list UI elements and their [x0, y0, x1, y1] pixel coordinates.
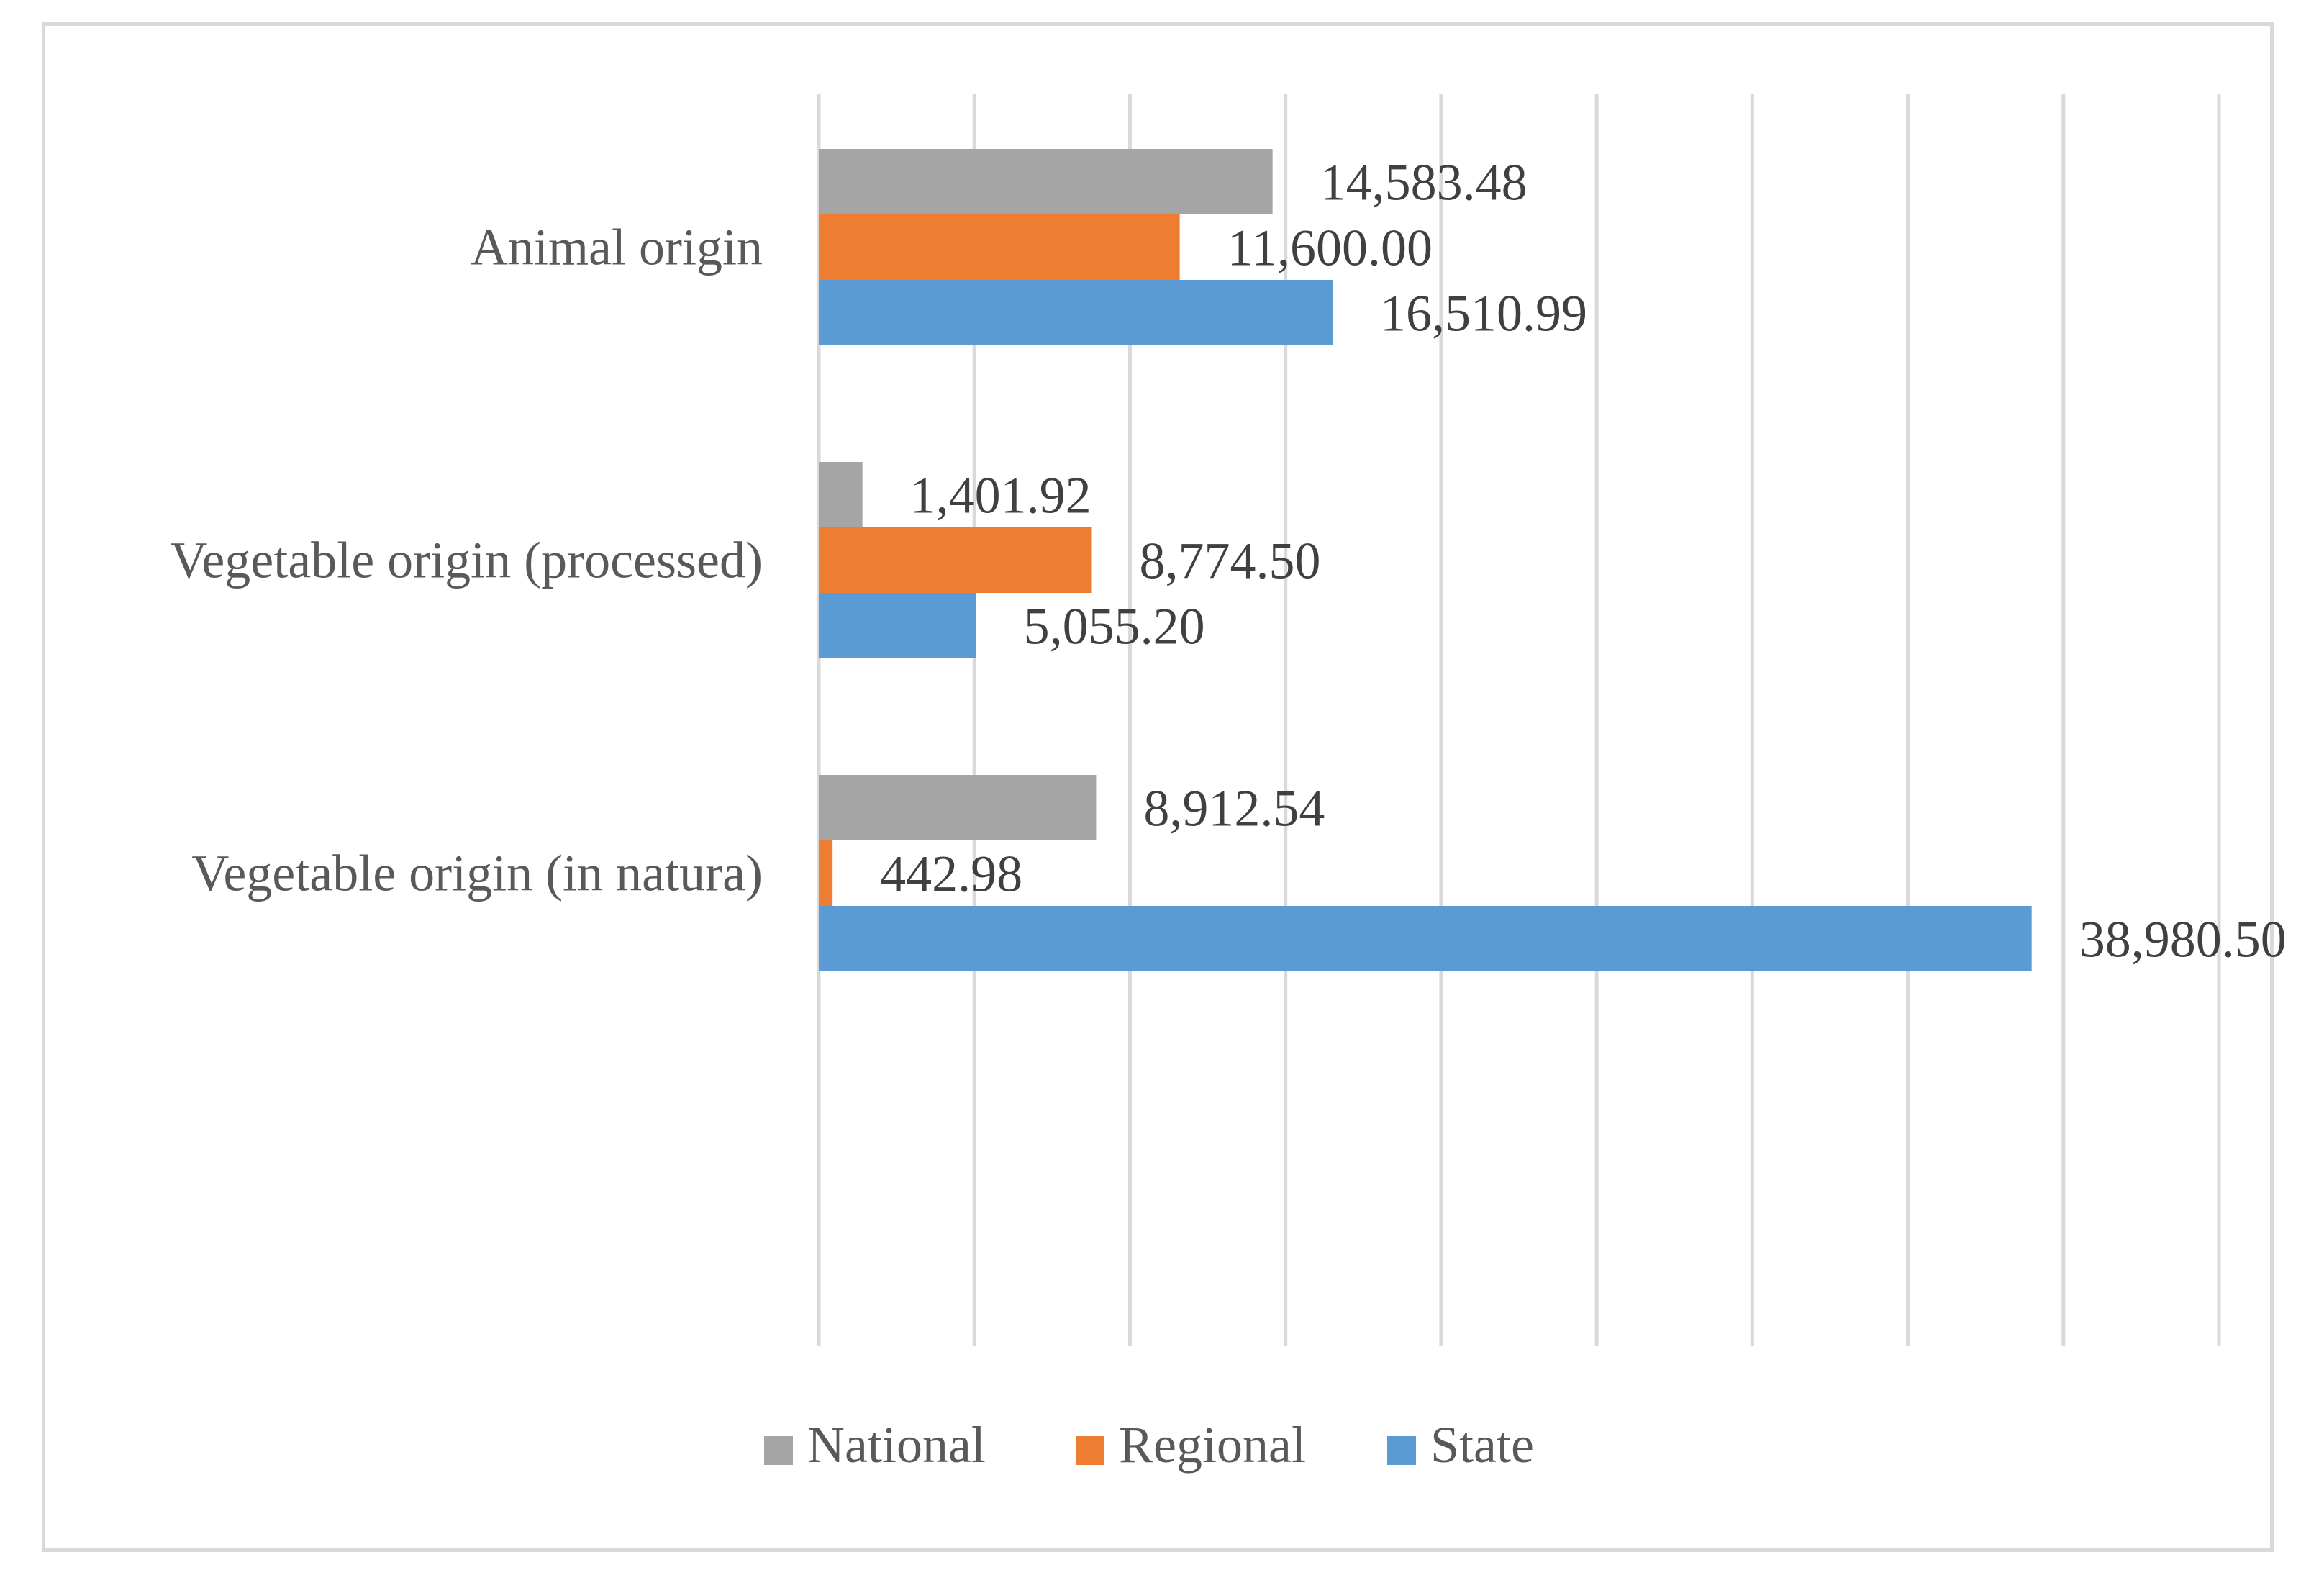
- bar-national: [819, 462, 863, 527]
- data-label: 16,510.99: [1380, 285, 1587, 342]
- data-label: 5,055.20: [1024, 598, 1205, 655]
- data-label: 8,912.54: [1143, 780, 1325, 838]
- bar-national: [819, 775, 1097, 840]
- legend-swatch-national: [764, 1436, 793, 1465]
- legend-swatch-regional: [1076, 1436, 1104, 1465]
- data-label: 8,774.50: [1139, 532, 1320, 590]
- data-labels: 14,583.48 11,600.00 16,510.99 1,401.92 8,774…: [880, 154, 2287, 968]
- legend-label-national: National: [807, 1416, 986, 1474]
- legend-swatch-state: [1387, 1436, 1416, 1465]
- category-label: Animal origin: [471, 219, 763, 276]
- bar-national: [819, 149, 1273, 214]
- data-label: 442.98: [880, 845, 1022, 903]
- legend-label-state: State: [1430, 1416, 1534, 1474]
- legend: National Regional State: [764, 1416, 1534, 1474]
- bar-state: [819, 906, 2032, 971]
- data-label: 1,401.92: [910, 467, 1091, 525]
- category-label: Vegetable origin (in natura): [191, 845, 763, 902]
- bars: [819, 149, 2032, 971]
- bar-regional: [819, 214, 1180, 280]
- bar-state: [819, 593, 976, 658]
- data-label: 11,600.00: [1227, 219, 1433, 277]
- bar-regional: [819, 840, 833, 906]
- category-label: Vegetable origin (processed): [170, 532, 763, 589]
- bar-regional: [819, 527, 1092, 593]
- legend-label-regional: Regional: [1119, 1416, 1306, 1474]
- data-label: 38,980.50: [2079, 911, 2287, 968]
- data-label: 14,583.48: [1320, 154, 1528, 212]
- category-labels: Animal origin Vegetable origin (processed…: [170, 219, 763, 902]
- bar-state: [819, 280, 1333, 345]
